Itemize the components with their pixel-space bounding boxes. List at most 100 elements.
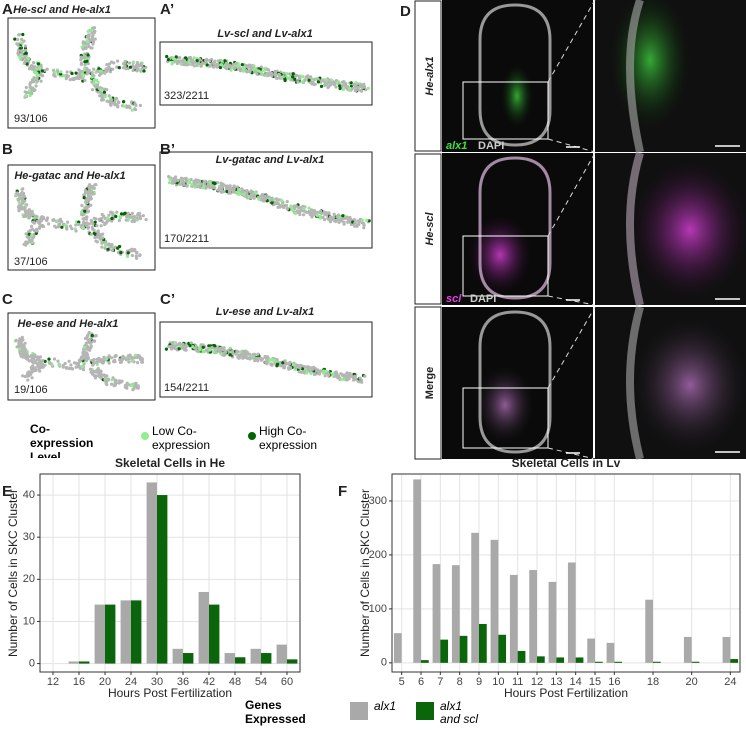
umap-dot: [57, 225, 61, 229]
umap-dot: [321, 78, 326, 82]
umap-dot: [345, 216, 349, 220]
umap-dot: [216, 59, 220, 63]
umap-dot: [189, 59, 193, 64]
bar: [556, 657, 565, 663]
umap-dot: [170, 181, 174, 185]
bar: [517, 650, 526, 663]
umap-dot: [77, 68, 81, 72]
x-tick-label: 54: [255, 676, 267, 688]
umap-dot: [86, 225, 90, 229]
umap-dot: [189, 177, 193, 182]
umap-dot: [45, 216, 50, 220]
umap-dot: [193, 60, 197, 64]
bar: [413, 479, 421, 663]
umap-dot: [260, 357, 264, 361]
y-tick-label: 10: [23, 615, 35, 627]
umap-dot: [87, 34, 91, 38]
panel-title: Lv-scl and Lv-alx1: [217, 28, 312, 40]
y-tick-label: 0: [29, 657, 35, 669]
umap-dot: [183, 348, 187, 352]
bar: [146, 482, 157, 664]
legend-label-box: alx1 and scl: [440, 700, 478, 726]
x-tick-label: 12: [531, 676, 543, 688]
umap-dot: [306, 75, 310, 79]
umap-dot: [298, 205, 302, 210]
umap-dot: [252, 193, 256, 197]
umap-dot: [66, 220, 70, 224]
x-tick-label: 60: [281, 676, 293, 688]
umap-dot: [327, 373, 331, 377]
umap-dot: [105, 99, 110, 103]
umap-dot: [312, 372, 317, 377]
umap-dot: [87, 68, 91, 72]
umap-dot: [138, 214, 142, 218]
umap-dot: [180, 346, 184, 350]
umap-dot: [95, 360, 99, 364]
x-tick-label: 15: [589, 676, 601, 688]
umap-dot: [305, 210, 310, 215]
umap-dot: [302, 206, 306, 211]
bar: [498, 634, 507, 663]
umap-dot: [79, 58, 83, 62]
umap-dot: [225, 186, 229, 190]
umap-dot: [343, 84, 347, 88]
umap-dot: [27, 374, 31, 378]
umap-dot: [353, 221, 357, 225]
umap-dot: [105, 382, 109, 387]
count-label: 37/106: [14, 256, 48, 268]
umap-dot: [242, 351, 246, 355]
legend: alx1 alx1 and scl: [350, 700, 478, 726]
umap-dot: [23, 54, 27, 58]
umap-dot: [27, 370, 31, 374]
umap-dot: [349, 222, 354, 227]
umap-dot: [130, 253, 134, 258]
umap-dot: [216, 63, 220, 67]
umap-dot: [331, 373, 335, 377]
bar: [105, 604, 116, 664]
umap-dot: [299, 363, 303, 367]
bar: [209, 604, 220, 664]
umap-dot: [111, 376, 115, 380]
umap-dot: [309, 75, 313, 79]
umap-dot: [324, 369, 328, 373]
umap-dot: [266, 73, 270, 77]
bar: [172, 648, 183, 664]
umap-dot: [85, 59, 89, 63]
bar: [198, 591, 209, 664]
umap-dot: [79, 55, 83, 59]
umap-dot: [70, 71, 74, 76]
umap-dot: [99, 233, 103, 237]
umap-dot: [91, 40, 95, 44]
umap-dot: [205, 57, 209, 62]
umap-dot: [91, 227, 95, 231]
umap-dot: [235, 185, 239, 189]
umap-dot: [21, 374, 25, 378]
umap-dot: [201, 186, 205, 190]
panel-title: Lv-gatac and Lv-alx1: [216, 154, 325, 166]
umap-dot: [136, 384, 140, 388]
umap-dot: [212, 62, 216, 66]
umap-dot: [326, 217, 330, 221]
umap-dot: [219, 63, 224, 67]
umap-dot: [103, 243, 108, 247]
umap-dot: [28, 93, 32, 98]
umap-dot: [79, 70, 83, 74]
umap-dot: [167, 181, 171, 185]
bar: [595, 661, 603, 663]
umap-dot: [72, 77, 76, 81]
x-tick-label: 11: [512, 676, 523, 688]
umap-dot: [100, 216, 104, 221]
umap-dot: [164, 347, 168, 351]
umap-dot: [41, 215, 46, 220]
bar: [287, 659, 298, 664]
umap-dot: [279, 198, 283, 202]
umap-dot: [196, 185, 200, 189]
umap-dot: [144, 218, 148, 222]
umap-dot: [34, 84, 38, 88]
umap-dot: [257, 69, 261, 73]
umap-dot: [259, 65, 263, 69]
umap-dot: [273, 69, 277, 74]
umap-dot: [360, 380, 364, 384]
umap-dot: [24, 51, 28, 55]
umap-dot: [81, 73, 86, 77]
